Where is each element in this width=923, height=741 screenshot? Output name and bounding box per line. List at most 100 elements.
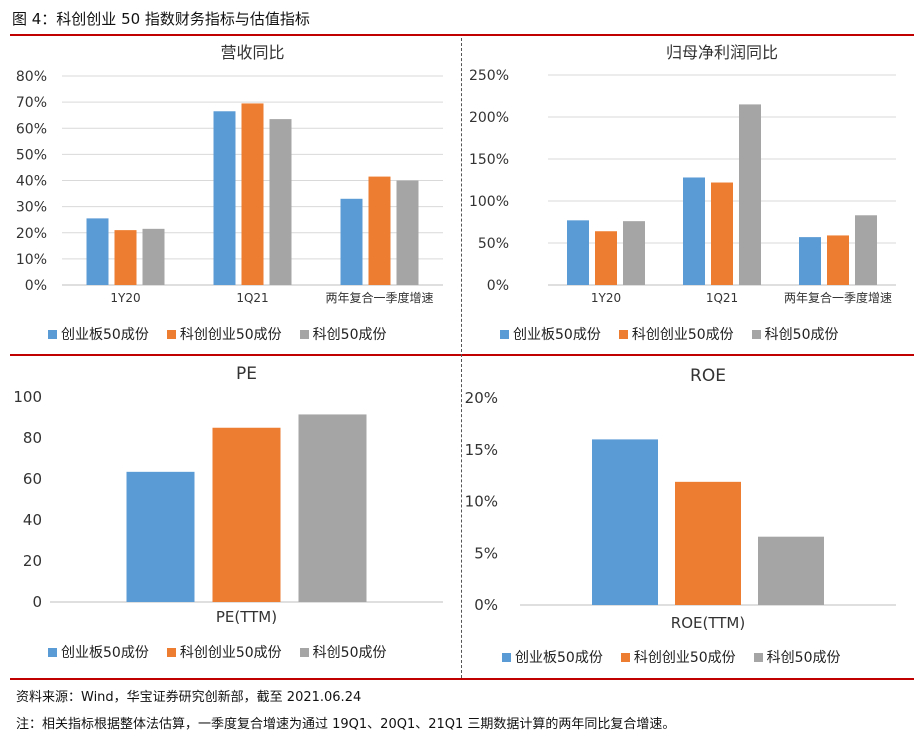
y-tick-label: 20% (465, 389, 498, 407)
y-tick-label: 10% (465, 493, 498, 511)
legend-item-kccy50: 科创创业50成份 (618, 324, 734, 344)
footnote: 注：相关指标根据整体法估算，一季度复合增速为通过 19Q1、20Q1、21Q1 … (16, 717, 676, 732)
y-tick-label: 0% (474, 596, 498, 614)
x-category-label: ROE(TTM) (671, 614, 745, 632)
legend-item-cyb50: 创业板50成份 (48, 324, 149, 344)
bar-2 (711, 182, 733, 285)
bar-2 (368, 176, 391, 285)
legend-swatch (500, 329, 509, 339)
legend-label: 科创创业50成份 (179, 327, 282, 343)
x-category-label: 1Q21 (706, 291, 738, 305)
bottom-rule (10, 678, 914, 680)
y-tick-label: 150% (469, 152, 509, 168)
bar-3 (142, 228, 165, 285)
legend-item-kccy50: 科创创业50成份 (166, 324, 282, 344)
legend-label: 科创50成份 (766, 650, 841, 666)
middle-rule (10, 354, 914, 356)
bar-2 (827, 235, 849, 285)
bar-3 (396, 180, 419, 285)
chart-title: 归母净利润同比 (666, 43, 778, 62)
y-tick-label: 100 (13, 388, 42, 406)
y-tick-label: 60 (23, 470, 42, 488)
x-category-label: 1Y20 (110, 291, 140, 305)
source-note: 资料来源：Wind，华宝证券研究创新部，截至 2021.06.24 (16, 690, 362, 705)
chart-revenue-growth: 营收同比 0% 10% 20% 30% 40% 50% 60% 70% 80% 1Y20 1Q21 两年… (0, 36, 461, 354)
legend-swatch (48, 647, 57, 657)
legend-item-kc50: 科创50成份 (751, 324, 838, 344)
y-tick-label: 80% (16, 69, 47, 85)
y-tick-label: 80 (23, 429, 42, 447)
chart-roe: ROE 0% 5% 10% 15% 20% ROE(TTM) 创业板50成份 科创创业50成… (462, 356, 914, 678)
y-tick-label: 50% (478, 236, 509, 252)
x-category-label: PE(TTM) (216, 608, 277, 626)
legend-item-kccy50: 科创创业50成份 (620, 647, 736, 667)
legend-label: 科创创业50成份 (631, 327, 734, 343)
x-category-label: 1Y20 (591, 291, 621, 305)
legend-label: 科创创业50成份 (179, 645, 282, 661)
chart-title: ROE (690, 366, 726, 386)
y-tick-label: 100% (469, 194, 509, 210)
legend-swatch (299, 329, 309, 339)
bar-3 (298, 414, 367, 602)
y-tick-label: 10% (16, 252, 47, 268)
legend-item-kccy50: 科创创业50成份 (166, 642, 282, 662)
legend-swatch (620, 652, 630, 662)
y-tick-label: 50% (16, 147, 47, 163)
legend-item-kc50: 科创50成份 (299, 642, 387, 662)
bar-2 (241, 103, 264, 286)
legend-label: 科创创业50成份 (633, 650, 736, 666)
legend-label: 科创50成份 (312, 645, 387, 661)
y-tick-label: 5% (474, 544, 498, 562)
bar-1 (592, 439, 658, 605)
y-tick-label: 40 (23, 511, 42, 529)
y-tick-label: 60% (16, 121, 47, 137)
net-profit-growth-svg: 归母净利润同比 0% 50% 100% 150% 200% 250% 1Y20 1Q21 两年复合… (469, 43, 896, 305)
bar-3 (758, 536, 824, 605)
bar-2 (212, 427, 281, 602)
legend-item-cyb50: 创业板50成份 (500, 324, 601, 344)
legend-revenue-growth: 创业板50成份 科创创业50成份 科创50成份 (48, 324, 386, 344)
legend-label: 创业板50成份 (61, 327, 149, 343)
x-category-label: 两年复合一季度增速 (325, 290, 433, 305)
y-tick-label: 0% (25, 278, 47, 294)
chart-title: 营收同比 (220, 43, 284, 62)
legend-swatch (618, 329, 628, 339)
chart-title: PE (236, 364, 257, 384)
legend-pe: 创业板50成份 科创创业50成份 科创50成份 (48, 642, 386, 662)
y-tick-label: 0 (32, 593, 42, 611)
bar-3 (739, 104, 761, 286)
legend-swatch (48, 329, 57, 339)
legend-swatch (299, 647, 309, 657)
legend-label: 创业板50成份 (513, 327, 601, 343)
bar-3 (623, 221, 645, 285)
legend-label: 创业板50成份 (515, 650, 603, 666)
y-tick-label: 250% (469, 68, 509, 84)
y-tick-label: 20 (23, 552, 42, 570)
y-tick-label: 20% (16, 226, 47, 242)
legend-item-kc50: 科创50成份 (753, 647, 841, 667)
bar-3 (269, 119, 292, 285)
chart-pe: PE 0 20 40 60 80 100 PE(TTM) 创业板50成份 科创创业50成份 科… (0, 356, 461, 678)
bar-1 (683, 177, 705, 285)
bar-2 (675, 481, 741, 605)
legend-roe: 创业板50成份 科创创业50成份 科创50成份 (502, 647, 840, 667)
bar-1 (567, 220, 589, 285)
chart-net-profit-growth: 归母净利润同比 0% 50% 100% 150% 200% 250% 1Y20 1Q21 两年复合… (462, 36, 914, 354)
y-tick-label: 0% (487, 278, 509, 294)
bar-1 (126, 471, 195, 602)
legend-swatch (502, 652, 511, 662)
revenue-growth-svg: 营收同比 0% 10% 20% 30% 40% 50% 60% 70% 80% 1Y20 1Q21 两年… (16, 43, 443, 305)
bar-1 (340, 198, 363, 285)
legend-item-cyb50: 创业板50成份 (48, 642, 149, 662)
legend-item-kc50: 科创50成份 (299, 324, 386, 344)
y-tick-label: 30% (16, 200, 47, 216)
roe-svg: ROE 0% 5% 10% 15% 20% ROE(TTM) (465, 366, 896, 632)
bar-1 (86, 218, 109, 285)
top-rule (10, 34, 914, 36)
legend-item-cyb50: 创业板50成份 (502, 647, 603, 667)
legend-swatch (753, 652, 763, 662)
bar-2 (595, 231, 617, 285)
x-category-label: 两年复合一季度增速 (784, 290, 892, 305)
x-category-label: 1Q21 (236, 291, 268, 305)
panel-divider (461, 38, 462, 678)
